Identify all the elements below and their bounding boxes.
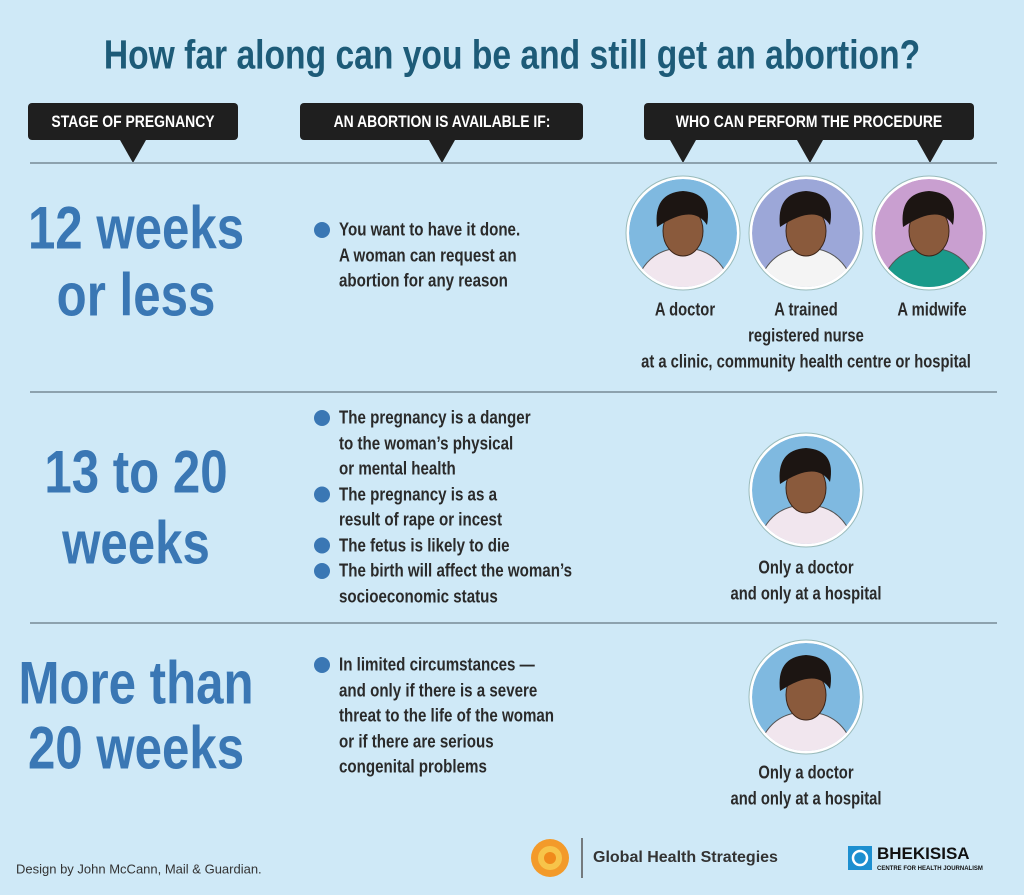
condition-text: The pregnancy is as a bbox=[339, 484, 497, 504]
condition-text: The birth will affect the woman’s bbox=[339, 560, 572, 581]
provider-label: Only a doctor bbox=[758, 762, 854, 783]
portrait bbox=[625, 175, 741, 291]
portrait bbox=[871, 175, 987, 291]
condition-text: and only if there is a severe bbox=[339, 680, 538, 700]
stage-label: More than bbox=[18, 649, 254, 717]
condition-text: abortion for any reason bbox=[339, 270, 508, 291]
condition-text: The fetus is likely to die bbox=[339, 535, 510, 555]
title: How far along can you be and still get a… bbox=[103, 31, 921, 78]
bullet bbox=[314, 222, 330, 238]
provider-label: registered nurse bbox=[748, 325, 864, 346]
column-header: AN ABORTION IS AVAILABLE IF: bbox=[333, 112, 551, 131]
stage-label: or less bbox=[56, 261, 216, 329]
bullet bbox=[314, 486, 330, 503]
portrait bbox=[748, 175, 864, 291]
column-header: WHO CAN PERFORM THE PROCEDURE bbox=[675, 112, 943, 131]
provider-label: A midwife bbox=[897, 299, 967, 320]
bullet bbox=[314, 657, 330, 673]
credit: Design by John McCann, Mail & Guardian. bbox=[16, 861, 262, 877]
portrait bbox=[748, 432, 864, 548]
provider-note: at a clinic, community health centre or … bbox=[641, 351, 971, 372]
bullet bbox=[314, 563, 330, 579]
condition-text: The pregnancy is a danger bbox=[339, 407, 531, 428]
condition-text: congenital problems bbox=[339, 756, 487, 777]
partner-logo bbox=[531, 838, 583, 878]
bullet bbox=[314, 410, 330, 426]
stage-label: 13 to 20 bbox=[44, 438, 228, 506]
condition-text: You want to have it done. bbox=[339, 219, 521, 240]
portrait bbox=[748, 639, 864, 755]
column-header: STAGE OF PREGNANCY bbox=[51, 112, 215, 131]
provider-label: Only a doctor bbox=[758, 557, 854, 578]
condition-text: socioeconomic status bbox=[339, 586, 498, 606]
provider-label: A doctor bbox=[654, 299, 716, 320]
condition-text: A woman can request an bbox=[339, 245, 517, 265]
brand-tagline: CENTRE FOR HEALTH JOURNALISM bbox=[877, 866, 983, 872]
provider-label: and only at a hospital bbox=[730, 583, 882, 604]
condition-text: to the woman’s physical bbox=[339, 433, 514, 453]
stage-label: 12 weeks bbox=[27, 194, 245, 262]
condition-text: result of rape or incest bbox=[339, 509, 503, 530]
condition-text: or mental health bbox=[339, 458, 456, 479]
header-boxes bbox=[28, 103, 974, 163]
partner-name: Global Health Strategies bbox=[593, 849, 778, 866]
stage-label: weeks bbox=[62, 509, 210, 577]
row-dividers bbox=[30, 162, 997, 624]
provider-label: A trained bbox=[774, 299, 838, 320]
condition-text: In limited circumstances — bbox=[339, 654, 535, 675]
condition-text: threat to the life of the woman bbox=[339, 705, 555, 726]
bullet bbox=[314, 537, 330, 554]
brand-logo bbox=[848, 846, 872, 870]
brand-name: BHEKISISA bbox=[877, 844, 970, 863]
condition-text: or if there are serious bbox=[339, 731, 494, 751]
provider-label: and only at a hospital bbox=[730, 788, 882, 809]
stage-label: 20 weeks bbox=[27, 714, 245, 782]
